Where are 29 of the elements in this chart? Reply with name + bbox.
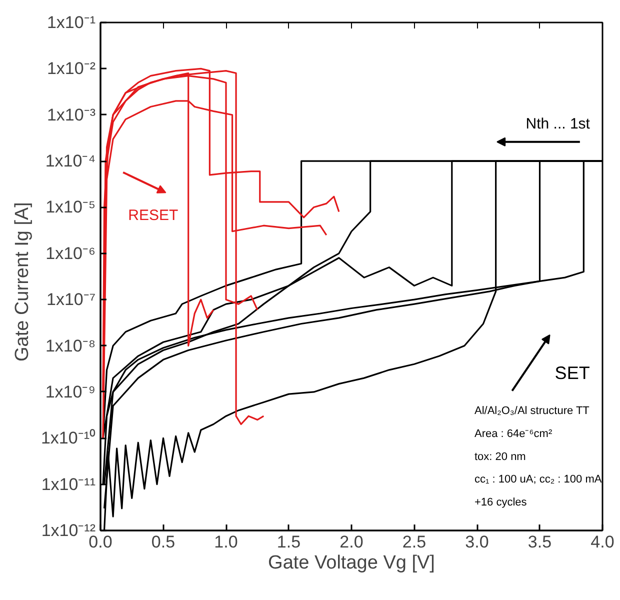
x-tick-label: 2.5 xyxy=(402,532,426,552)
annotation: tox: 20 nm xyxy=(474,450,526,463)
y-tick-label: 1x10⁻² xyxy=(46,59,96,78)
x-axis-title: Gate Voltage Vg [V] xyxy=(268,552,435,574)
annotation: +16 cycles xyxy=(474,496,528,509)
y-tick-label: 1x10⁻⁴ xyxy=(45,152,96,171)
y-tick-label: 1x10⁻⁵ xyxy=(46,198,96,217)
y-tick-label: 1x10⁻⁷ xyxy=(46,290,96,310)
y-tick-label: 1x10⁻¹¹ xyxy=(41,474,96,494)
y-tick-label: 1x10⁻¹⁰ xyxy=(40,428,96,448)
x-tick-label: 3.0 xyxy=(465,532,489,552)
x-tick-label: 1.5 xyxy=(276,532,301,552)
x-tick-label: 4.0 xyxy=(590,532,614,552)
annotation: SET xyxy=(554,363,590,384)
annotation: Area : 64e⁻⁶cm² xyxy=(474,428,552,440)
x-tick-label: 2.0 xyxy=(340,532,364,552)
x-tick-label: 0.5 xyxy=(151,532,176,552)
x-tick-label: 3.5 xyxy=(528,532,552,552)
y-axis-title: Gate Current Ig [A] xyxy=(12,202,33,362)
annotation: Al/Al₂O₃/Al structure TT xyxy=(474,405,590,418)
y-tick-label: 1x10⁻⁹ xyxy=(45,382,96,402)
annotation: Nth ... 1st xyxy=(526,116,591,133)
x-tick-label: 1.0 xyxy=(214,532,238,552)
annotation: RESET xyxy=(128,207,178,224)
annotation: cc₁ : 100 uA; cc₂ : 100 mA xyxy=(474,474,602,486)
y-tick-label: 1x10⁻⁶ xyxy=(46,244,96,263)
y-tick-label: 1x10⁻⁸ xyxy=(45,336,96,356)
y-tick-label: 1x10⁻³ xyxy=(46,105,96,124)
y-tick-label: 1x10⁻¹ xyxy=(46,13,96,32)
